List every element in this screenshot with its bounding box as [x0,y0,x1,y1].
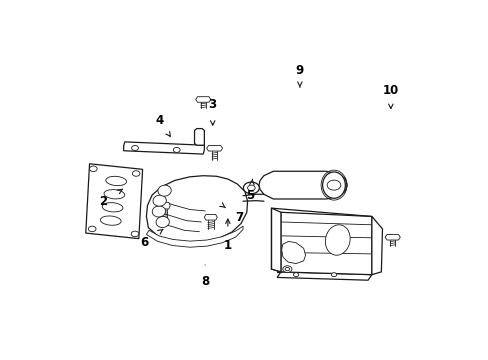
Circle shape [88,226,96,232]
Ellipse shape [102,203,122,212]
Circle shape [331,273,336,276]
Text: 6: 6 [140,236,148,249]
Text: 4: 4 [155,114,163,127]
Polygon shape [195,97,210,102]
Text: 10: 10 [382,84,398,97]
Polygon shape [85,164,142,239]
Polygon shape [123,142,204,154]
Circle shape [243,182,259,194]
Ellipse shape [100,216,121,225]
Polygon shape [281,242,305,264]
Ellipse shape [104,190,124,199]
Polygon shape [277,212,280,272]
Text: 1: 1 [224,239,231,252]
Text: 5: 5 [246,189,254,202]
Ellipse shape [322,172,345,198]
Circle shape [247,185,255,191]
Circle shape [131,231,139,237]
Polygon shape [204,215,217,220]
Circle shape [89,166,97,172]
Circle shape [132,171,140,176]
Polygon shape [271,208,280,272]
Circle shape [293,273,298,276]
Ellipse shape [156,216,169,228]
Text: 7: 7 [235,211,243,224]
Ellipse shape [152,206,165,217]
Ellipse shape [105,176,126,186]
Polygon shape [156,202,170,209]
Text: 2: 2 [99,195,107,208]
Polygon shape [277,272,371,280]
Polygon shape [206,145,222,151]
Circle shape [131,145,138,150]
Circle shape [326,180,340,190]
Polygon shape [194,129,204,145]
Text: 8: 8 [201,275,209,288]
Circle shape [282,266,291,273]
Polygon shape [146,176,247,243]
Text: 3: 3 [208,98,216,111]
Polygon shape [146,226,243,247]
Ellipse shape [325,225,349,255]
Polygon shape [259,171,346,199]
Polygon shape [371,216,382,275]
Circle shape [285,267,289,271]
Polygon shape [385,234,400,240]
Text: 9: 9 [295,64,304,77]
Circle shape [173,148,180,152]
Polygon shape [280,212,371,275]
Ellipse shape [153,195,166,206]
Ellipse shape [158,185,171,196]
